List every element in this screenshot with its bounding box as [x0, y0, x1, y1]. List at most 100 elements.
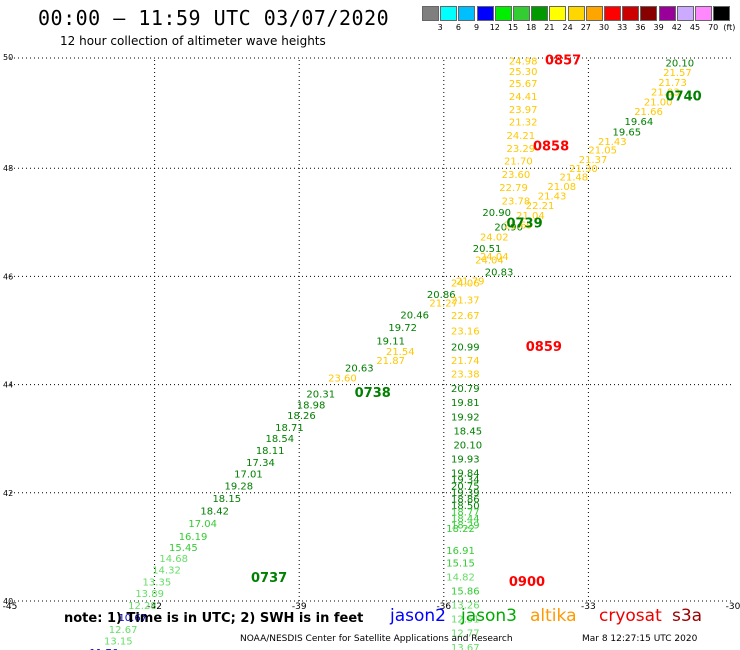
pass-time-label: 0739 [506, 217, 542, 232]
wave-height-label: 12.67 [109, 625, 138, 636]
legend-label: 27 [580, 23, 591, 32]
wave-height-label: 15.15 [446, 558, 475, 569]
wave-height-label: 21.70 [504, 156, 533, 167]
wave-height-label: 20.90 [482, 208, 511, 219]
wave-height-label: 12.28 [128, 601, 157, 612]
legend-swatch [458, 6, 476, 21]
mission-label-cryosat: cryosat [599, 606, 662, 626]
y-tick-label: 50 [3, 53, 13, 62]
legend-label: 18 [526, 23, 537, 32]
legend-unit-label: (ft) [723, 23, 736, 32]
wave-height-label: 15.45 [169, 543, 198, 554]
wave-height-label: 19.28 [224, 482, 253, 493]
wave-height-label: 23.60 [502, 170, 531, 181]
wave-height-label: 18.71 [275, 423, 304, 434]
wave-height-label: 18.15 [212, 494, 241, 505]
legend-label: 42 [671, 23, 682, 32]
legend-swatch [422, 6, 439, 21]
wave-height-label: 23.29 [506, 144, 535, 155]
legend-label: 33 [617, 23, 628, 32]
wave-height-label: 20.75 [451, 482, 480, 493]
legend-swatch [513, 6, 530, 21]
wave-height-label: 25.30 [509, 67, 538, 78]
wave-height-label: 14.82 [446, 572, 475, 583]
wave-height-label: 19.93 [451, 455, 480, 466]
wave-height-label: 21.32 [509, 117, 538, 128]
footer-credit: NOAA/NESDIS Center for Satellite Applica… [240, 634, 513, 644]
wave-height-label: 18.77 [451, 508, 480, 519]
wave-height-label: 21.69 [504, 220, 533, 231]
wave-height-label: 21.00 [644, 97, 673, 108]
x-tick-label: -30 [726, 602, 740, 612]
wave-height-label: 19.39 [451, 488, 480, 499]
wave-height-label: 17.34 [246, 458, 275, 469]
wave-height-label: 24.04 [480, 252, 509, 263]
wave-height-label: 17.04 [188, 519, 217, 530]
wave-height-label: 21.93 [651, 88, 680, 99]
wave-height-label: 23.78 [502, 196, 531, 207]
wave-height-label: 18.54 [265, 434, 294, 445]
wave-height-label: 18.50 [451, 501, 480, 512]
wave-height-label: 21.27 [429, 299, 458, 310]
legend-swatch [585, 6, 603, 21]
legend-label: 70 [708, 23, 719, 32]
x-tick-label: -42 [147, 602, 162, 612]
wave-height-label: 18.26 [287, 411, 316, 422]
legend-label: 24 [562, 23, 573, 32]
y-tick-label: 42 [3, 489, 13, 498]
wave-height-label: 21.30 [569, 164, 598, 175]
wave-height-label: 15.86 [451, 587, 480, 598]
wave-height-label: 23.38 [451, 370, 480, 381]
wave-height-label: 20.79 [451, 384, 480, 395]
wave-height-label: 13.67 [451, 643, 480, 650]
wave-height-label: 14.68 [159, 554, 188, 565]
units-note: note: 1) Time is in UTC; 2) SWH is in fe… [64, 611, 364, 626]
wave-height-label: 13.15 [104, 636, 133, 647]
wave-height-label: 21.05 [588, 146, 617, 157]
legend-label: 30 [598, 23, 610, 32]
wave-height-label: 24.98 [509, 56, 538, 67]
legend-swatch [567, 6, 585, 21]
y-tick-label: 48 [3, 164, 13, 173]
legend-swatch [713, 6, 731, 21]
wave-height-label: 21.43 [538, 192, 567, 203]
y-tick-label: 46 [3, 272, 13, 281]
wave-height-label: 18.86 [451, 495, 480, 506]
pass-time-label: 0740 [666, 90, 702, 105]
pass-time-label: 0858 [533, 139, 569, 154]
wave-height-label: 20.99 [451, 343, 480, 354]
wave-height-label: 22.79 [499, 183, 528, 194]
legend-swatch [676, 6, 694, 21]
legend-swatch [658, 6, 676, 21]
wave-height-label: 21.37 [579, 155, 608, 166]
pass-time-label: 0738 [355, 386, 391, 401]
wave-height-label: 14.32 [152, 565, 181, 576]
wave-height-label: 21.73 [658, 78, 687, 89]
wave-height-label: 20.46 [400, 311, 429, 322]
wave-height-label: 20.90 [494, 222, 523, 233]
wave-height-label: 21.66 [634, 107, 663, 118]
wave-height-label: 20.63 [345, 364, 374, 375]
mission-label-jason3: jason3 [461, 606, 517, 626]
pass-time-label: 0857 [545, 53, 581, 68]
wave-height-label: 18.45 [453, 426, 482, 437]
wave-height-label: 19.72 [388, 323, 417, 334]
legend-swatch [476, 6, 494, 21]
wave-height-label: 20.10 [666, 58, 695, 69]
wave-height-label: 21.37 [451, 295, 480, 306]
wave-height-label: 20.51 [473, 244, 502, 255]
mission-label-s3a: s3a [672, 606, 703, 626]
legend-swatch [640, 6, 658, 21]
wave-height-label: 21.79 [456, 277, 485, 288]
wave-height-label: 24.06 [451, 279, 480, 290]
wave-height-label: 24.04 [475, 255, 504, 266]
legend-label: 9 [474, 23, 480, 32]
wave-height-label: 17.01 [234, 470, 263, 481]
wave-height-label: 20.86 [427, 290, 456, 301]
wave-height-label: 19.34 [451, 475, 480, 486]
wave-height-label: 22.21 [526, 201, 555, 212]
legend-label: 21 [544, 23, 555, 32]
wave-height-label: 18.42 [200, 506, 229, 517]
pass-time-label: 0859 [526, 340, 562, 355]
y-tick-label: 40 [3, 597, 13, 606]
